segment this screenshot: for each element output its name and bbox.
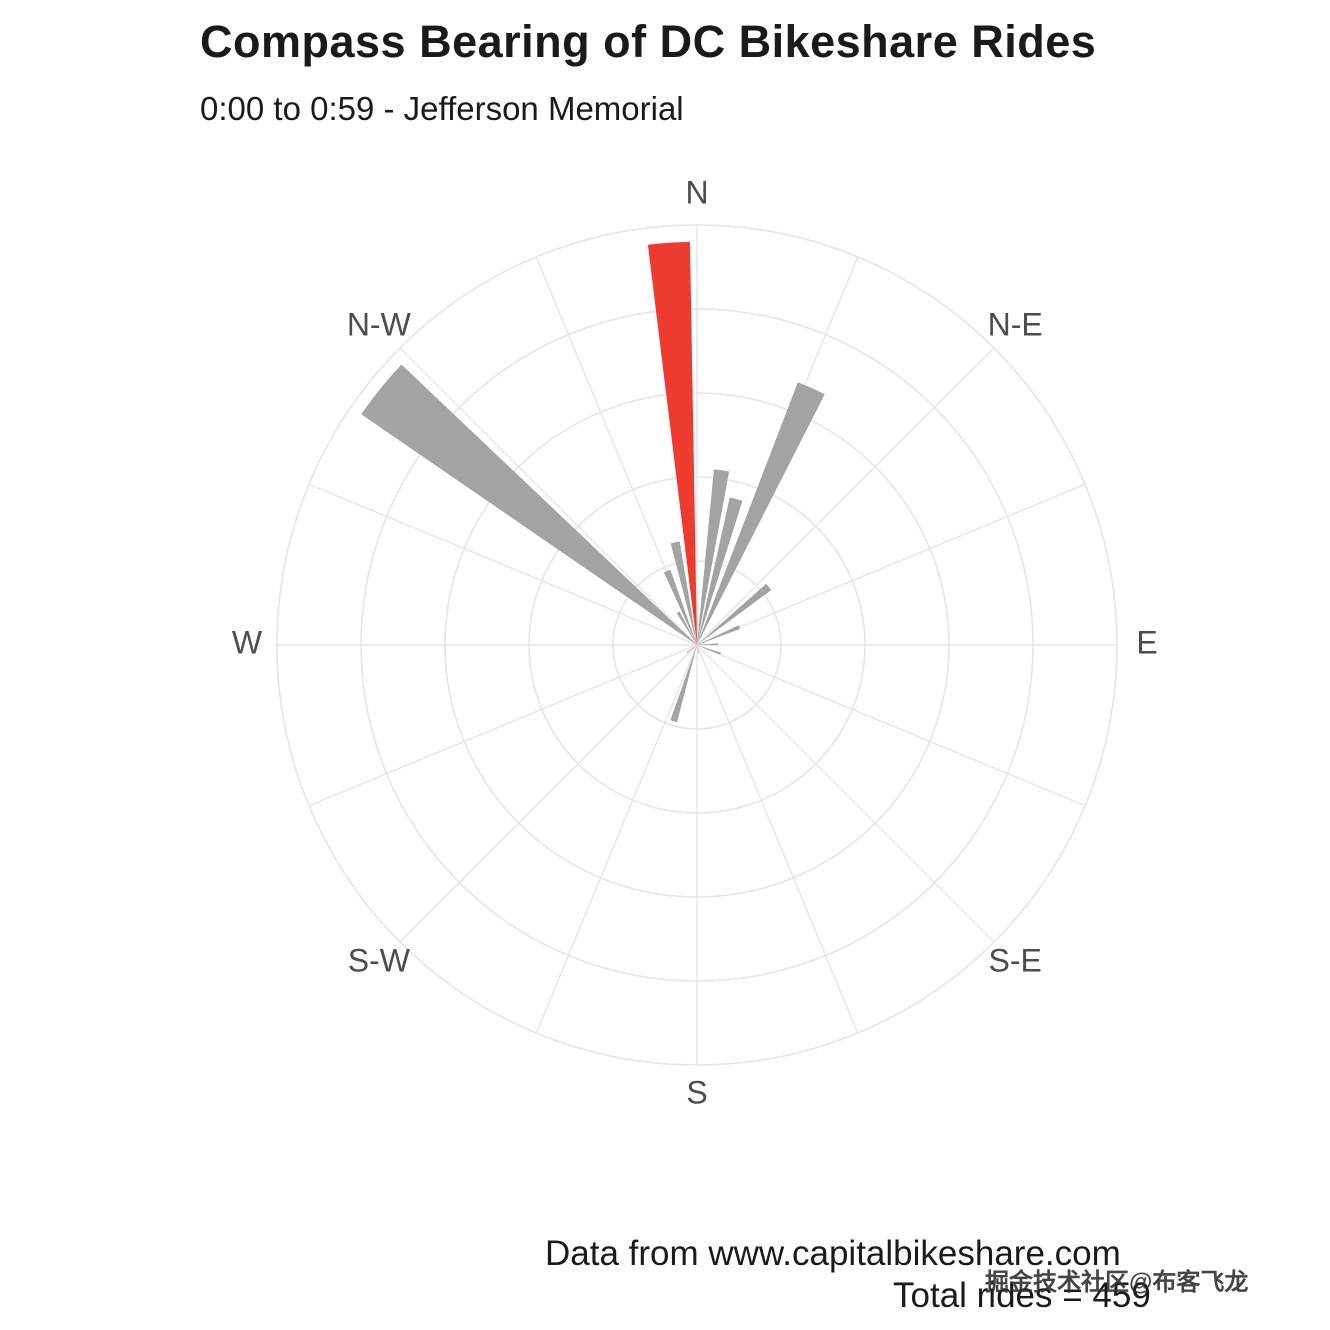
grid-ring	[360, 308, 1034, 982]
rose-bar	[697, 382, 825, 645]
grid-ring	[612, 560, 782, 730]
grid-spoke	[535, 644, 698, 1034]
chart-subtitle: 0:00 to 0:59 - Jefferson Memorial	[200, 90, 684, 127]
rose-bar	[670, 645, 697, 723]
compass-label-s: S	[686, 1074, 707, 1110]
rose-bar	[697, 583, 772, 645]
grid-spoke	[399, 644, 698, 943]
grid-spoke	[696, 483, 1086, 646]
rose-bar	[686, 645, 697, 654]
grid-spoke	[308, 644, 698, 807]
compass-label-n-e: N-E	[988, 306, 1043, 342]
compass-label-w: W	[232, 624, 263, 660]
rose-bar	[697, 643, 719, 646]
compass-label-s-w: S-W	[348, 943, 411, 979]
grid-ring	[528, 476, 866, 814]
data-source-caption: Data from www.capitalbikeshare.com	[545, 1234, 1121, 1273]
rose-bar	[670, 541, 697, 645]
grid-spoke	[696, 644, 1086, 807]
grid-spoke	[308, 483, 698, 646]
rose-bar-highlight	[647, 241, 697, 646]
chart-title: Compass Bearing of DC Bikeshare Rides	[200, 16, 1097, 67]
rose-bar	[663, 569, 697, 645]
rose-bar	[697, 625, 741, 645]
grid-spoke	[696, 644, 995, 943]
grid-spoke	[696, 644, 859, 1034]
grid-ring	[444, 392, 950, 898]
rose-bar	[697, 645, 722, 655]
total-rides-caption: Total rides = 459	[893, 1276, 1151, 1315]
grid-ring	[276, 224, 1118, 1066]
rose-bar	[676, 611, 697, 645]
compass-label-s-e: S-E	[989, 943, 1042, 979]
rose-bar	[697, 469, 730, 645]
grid-spoke	[399, 347, 698, 646]
rose-bar	[697, 497, 743, 645]
rose-bar	[697, 645, 699, 654]
grid-spoke	[696, 347, 995, 646]
compass-label-n: N	[685, 174, 708, 210]
rose-bar	[361, 364, 697, 645]
compass-label-e: E	[1136, 624, 1157, 660]
watermark-text: 掘金技术社区@布客飞龙	[985, 1269, 1249, 1296]
compass-label-n-w: N-W	[347, 306, 412, 342]
